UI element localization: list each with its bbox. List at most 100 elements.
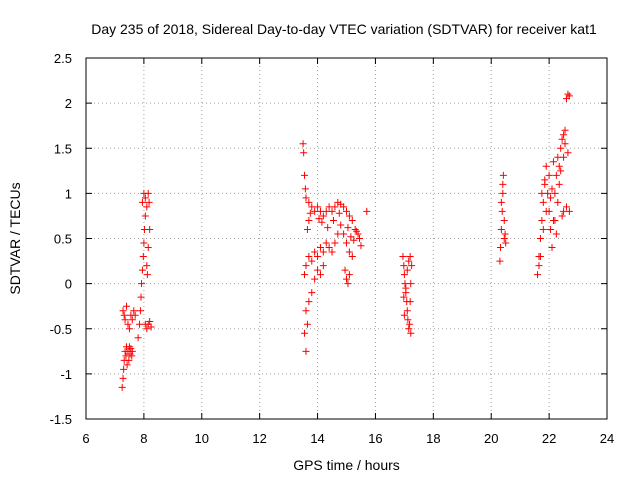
data-point [329, 216, 337, 224]
data-point [328, 248, 336, 256]
data-point [143, 325, 151, 333]
data-point [405, 325, 413, 333]
data-point [314, 266, 322, 274]
data-point [343, 239, 350, 247]
data-point [305, 298, 313, 306]
x-tick-label: 18 [426, 431, 440, 446]
data-point [560, 131, 568, 139]
data-point [534, 271, 542, 279]
data-point [306, 209, 314, 217]
data-point [314, 253, 322, 261]
data-point [139, 253, 147, 261]
data-point [344, 224, 352, 232]
data-point [538, 216, 546, 224]
data-point [138, 266, 146, 274]
data-point [331, 203, 339, 211]
data-point [303, 320, 311, 328]
data-point [144, 189, 152, 197]
data-point [137, 293, 145, 301]
data-point [141, 212, 149, 220]
data-point [331, 239, 339, 247]
data-point [120, 311, 128, 319]
data-point [564, 149, 572, 157]
data-point [407, 280, 415, 288]
data-point [305, 253, 313, 261]
data-point [343, 275, 350, 283]
data-point [302, 307, 310, 315]
data-point [301, 185, 309, 193]
data-point [561, 126, 569, 134]
data-point [542, 207, 550, 215]
data-point [564, 90, 572, 98]
data-point [144, 244, 152, 252]
data-point [121, 316, 129, 324]
data-point [299, 140, 307, 148]
data-point [136, 307, 144, 315]
data-point [140, 239, 148, 247]
data-point [554, 198, 562, 206]
data-point [558, 212, 566, 220]
data-point [130, 307, 138, 315]
data-point [539, 225, 547, 233]
data-point [128, 352, 136, 360]
data-point [405, 257, 413, 265]
data-point [363, 207, 371, 215]
data-point [311, 248, 319, 256]
data-point [356, 235, 364, 242]
y-tick-label: 2 [65, 96, 72, 111]
data-point [319, 212, 327, 220]
y-tick-label: 1.5 [54, 141, 72, 156]
data-point [314, 203, 322, 211]
data-point [322, 239, 330, 247]
data-point [407, 329, 415, 337]
data-point [406, 320, 414, 328]
data-point [551, 189, 559, 197]
data-point [143, 262, 151, 270]
y-axis: -1.5 -1 -0.5 0 0.5 1 1.5 2 2.5 [50, 51, 607, 427]
data-point [402, 284, 410, 292]
x-axis: 6 8 10 12 14 16 18 20 22 24 [82, 58, 614, 446]
data-point [345, 248, 353, 256]
data-point [143, 203, 151, 211]
data-point [555, 180, 563, 188]
data-point [343, 207, 350, 215]
data-point [340, 203, 348, 211]
data-point [404, 316, 412, 324]
data-point [547, 225, 555, 233]
data-point [123, 361, 131, 369]
data-point [119, 307, 127, 315]
data-point [147, 323, 155, 331]
data-point [565, 207, 573, 215]
x-tick-label: 8 [140, 431, 147, 446]
data-point [303, 225, 311, 233]
data-point [345, 271, 353, 279]
grid [86, 58, 607, 419]
x-tick-label: 10 [195, 431, 209, 446]
y-tick-label: -0.5 [50, 322, 72, 337]
data-point [558, 135, 566, 143]
data-point [138, 280, 146, 288]
data-point [408, 262, 416, 270]
y-tick-label: 0.5 [54, 232, 72, 247]
data-point [300, 149, 308, 157]
y-tick-label: -1 [60, 367, 72, 382]
data-point [141, 194, 149, 202]
data-point [325, 244, 333, 252]
data-point [549, 158, 557, 166]
data-point [301, 271, 309, 279]
chart-title: Day 235 of 2018, Sidereal Day-to-day VTE… [91, 21, 597, 37]
data-point [498, 207, 506, 215]
x-axis-label: GPS time / hours [293, 457, 400, 473]
y-tick-label: 1 [65, 186, 72, 201]
x-tick-label: 16 [368, 431, 382, 446]
data-point [315, 215, 323, 223]
data-point [538, 189, 546, 197]
data-point [138, 198, 146, 206]
x-tick-label: 14 [310, 431, 324, 446]
data-point [497, 198, 505, 206]
data-point [400, 262, 408, 270]
data-point [128, 347, 136, 355]
data-point [318, 218, 326, 226]
data-point [311, 275, 319, 283]
data-point [548, 244, 556, 252]
